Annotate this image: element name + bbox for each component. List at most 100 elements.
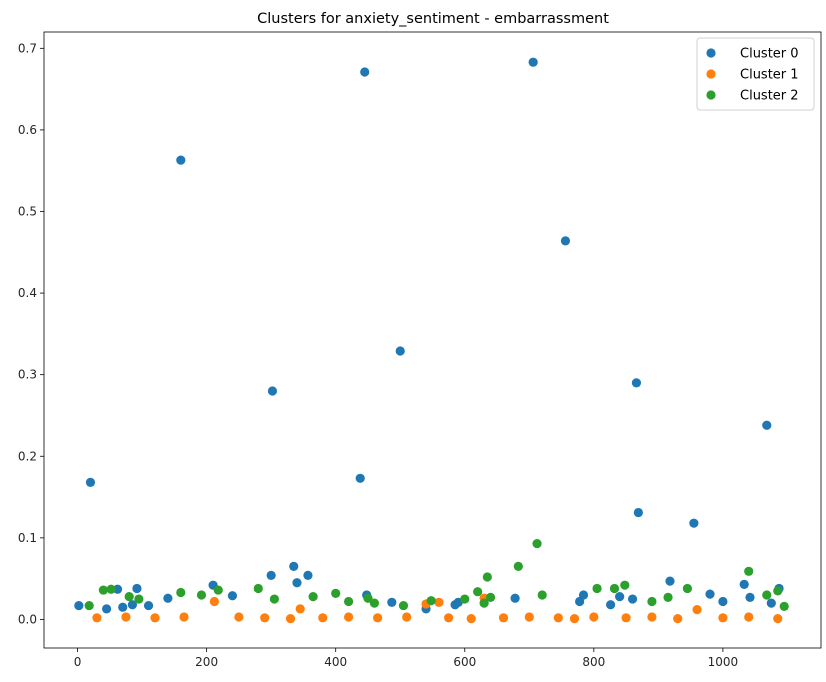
cluster-0-point xyxy=(615,592,625,602)
legend-label: Cluster 2 xyxy=(740,89,799,104)
cluster-1-point xyxy=(285,614,296,624)
cluster-0-point xyxy=(766,598,776,608)
cluster-1-point xyxy=(589,612,599,622)
cluster-0-point xyxy=(606,600,616,610)
cluster-2-point xyxy=(482,572,492,582)
cluster-0-point xyxy=(289,561,299,572)
legend-marker xyxy=(706,69,716,79)
cluster-0-point xyxy=(360,67,370,77)
cluster-0-point xyxy=(266,570,276,580)
cluster-0-point xyxy=(303,570,313,580)
cluster-0-point xyxy=(74,600,84,611)
cluster-0-point xyxy=(689,518,699,528)
cluster-0-point xyxy=(665,576,675,586)
legend: Cluster 0 Cluster 1 Cluster 2 xyxy=(696,37,815,111)
cluster-1-point xyxy=(260,613,270,623)
cluster-2-point xyxy=(98,585,108,595)
y-tick-label: 0.3 xyxy=(18,368,37,382)
cluster-0-point xyxy=(631,378,642,388)
cluster-1-point xyxy=(673,614,683,624)
x-axis: 0 200 400 600 800 1000 xyxy=(74,648,738,669)
cluster-2-point xyxy=(398,600,409,611)
y-tick-label: 0.1 xyxy=(18,531,37,545)
cluster-2-point xyxy=(609,583,620,594)
cluster-0-point xyxy=(102,604,112,614)
cluster-0-point xyxy=(355,473,365,483)
y-tick-label: 0.5 xyxy=(18,204,37,218)
cluster-0-point xyxy=(745,592,755,603)
y-tick-label: 0.4 xyxy=(18,286,37,300)
cluster-2-point xyxy=(124,592,134,602)
legend-marker xyxy=(706,48,716,58)
cluster-0-point xyxy=(227,591,238,601)
cluster-2-point xyxy=(134,594,144,604)
cluster-2-point xyxy=(762,590,772,600)
cluster-1-point xyxy=(150,613,160,623)
cluster-0-point xyxy=(163,593,173,603)
cluster-1-point xyxy=(773,614,783,624)
cluster-1-point xyxy=(444,613,454,623)
cluster-1-point xyxy=(553,613,563,623)
cluster-2-point xyxy=(773,586,783,596)
cluster-2-point xyxy=(537,590,547,600)
cluster-0-point xyxy=(762,420,772,430)
cluster-2-point xyxy=(176,587,186,598)
cluster-2-point xyxy=(744,566,754,576)
cluster-0-point xyxy=(112,584,123,594)
cluster-0-point xyxy=(127,600,138,610)
cluster-2-point xyxy=(473,587,483,597)
cluster-0-point xyxy=(739,579,749,589)
cluster-0-point xyxy=(118,602,128,612)
cluster-2-point xyxy=(479,598,489,608)
x-tick-label: 0 xyxy=(74,655,82,669)
cluster-2-point xyxy=(532,538,542,549)
x-tick-label: 400 xyxy=(324,655,347,669)
cluster-2-point xyxy=(106,584,116,594)
y-tick-label: 0.2 xyxy=(18,449,37,463)
axes-frame xyxy=(43,31,822,649)
chart-title: Clusters for anxiety_sentiment - embarra… xyxy=(257,11,609,27)
cluster-2-point xyxy=(213,585,223,595)
x-tick-label: 600 xyxy=(453,655,476,669)
cluster-2-point xyxy=(682,583,693,594)
cluster-1-point xyxy=(179,612,189,622)
cluster-1-point xyxy=(569,614,580,624)
cluster-1-point xyxy=(234,612,244,622)
cluster-1-point xyxy=(344,612,354,622)
cluster-1-point xyxy=(524,612,534,622)
plot-area xyxy=(74,57,789,624)
cluster-0-point xyxy=(132,583,142,594)
cluster-1-point xyxy=(466,614,476,624)
cluster-1-point xyxy=(209,596,219,607)
cluster-2-point xyxy=(620,580,630,590)
cluster-2-point xyxy=(84,600,94,611)
y-axis: 0.0 0.1 0.2 0.3 0.4 0.5 0.6 0.7 xyxy=(18,41,44,626)
cluster-0-point xyxy=(528,57,538,67)
cluster-1-point xyxy=(373,613,383,623)
x-tick-label: 1000 xyxy=(708,655,739,669)
legend-label: Cluster 0 xyxy=(740,47,799,62)
cluster-0-point xyxy=(718,596,728,607)
cluster-0-point xyxy=(578,590,589,600)
cluster-2-point xyxy=(269,594,279,604)
cluster-1-point xyxy=(498,613,509,623)
cluster-2-point xyxy=(196,590,207,600)
x-tick-label: 800 xyxy=(582,655,605,669)
cluster-0-point xyxy=(85,477,96,487)
y-tick-label: 0.0 xyxy=(18,612,37,626)
cluster-0-point xyxy=(633,507,643,518)
cluster-1-point xyxy=(92,613,102,623)
cluster-1-point xyxy=(318,613,328,623)
cluster-0-point xyxy=(176,155,186,165)
cluster-0-point xyxy=(560,236,571,246)
cluster-1-point xyxy=(621,613,631,623)
cluster-0-point xyxy=(395,346,405,356)
cluster-0-point xyxy=(143,600,154,611)
cluster-0-point xyxy=(387,597,397,607)
cluster-2-point xyxy=(513,561,523,572)
cluster-1-point xyxy=(121,612,131,622)
cluster-2-point xyxy=(592,583,602,594)
cluster-2-point xyxy=(308,592,318,602)
cluster-1-point xyxy=(647,612,657,622)
